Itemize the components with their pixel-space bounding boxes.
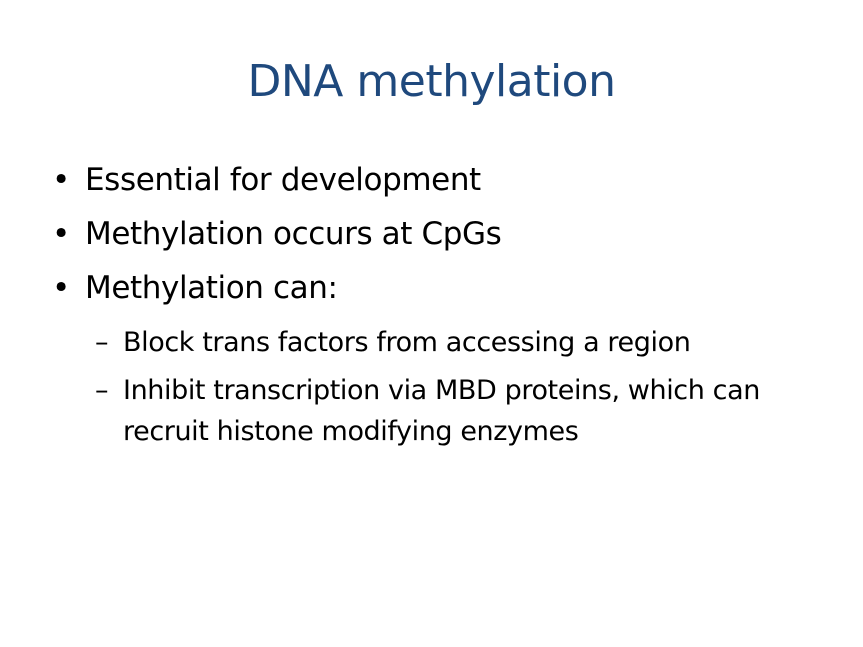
sub-bullet-item: – Block trans factors from accessing a r…: [95, 322, 825, 363]
sub-bullet-list: – Block trans factors from accessing a r…: [95, 322, 825, 459]
sub-bullet-marker: –: [95, 327, 109, 358]
slide-title: DNA methylation: [247, 56, 616, 107]
sub-bullet-marker: –: [95, 375, 109, 406]
bullet-text: Essential for development: [85, 162, 481, 198]
bullet-marker: •: [52, 162, 70, 198]
bullet-item: • Essential for development: [52, 158, 822, 202]
bullet-item: • Methylation occurs at CpGs: [52, 212, 822, 256]
sub-bullet-text: Inhibit transcription via MBD proteins, …: [123, 375, 760, 447]
bullet-text: Methylation occurs at CpGs: [85, 216, 502, 252]
bullet-item: • Methylation can:: [52, 266, 822, 310]
bullet-text: Methylation can:: [85, 270, 338, 306]
sub-bullet-text: Block trans factors from accessing a reg…: [123, 327, 691, 358]
bullet-list: • Essential for development • Methylatio…: [52, 158, 822, 320]
sub-bullet-item: – Inhibit transcription via MBD proteins…: [95, 370, 825, 452]
bullet-marker: •: [52, 216, 70, 252]
bullet-marker: •: [52, 270, 70, 306]
